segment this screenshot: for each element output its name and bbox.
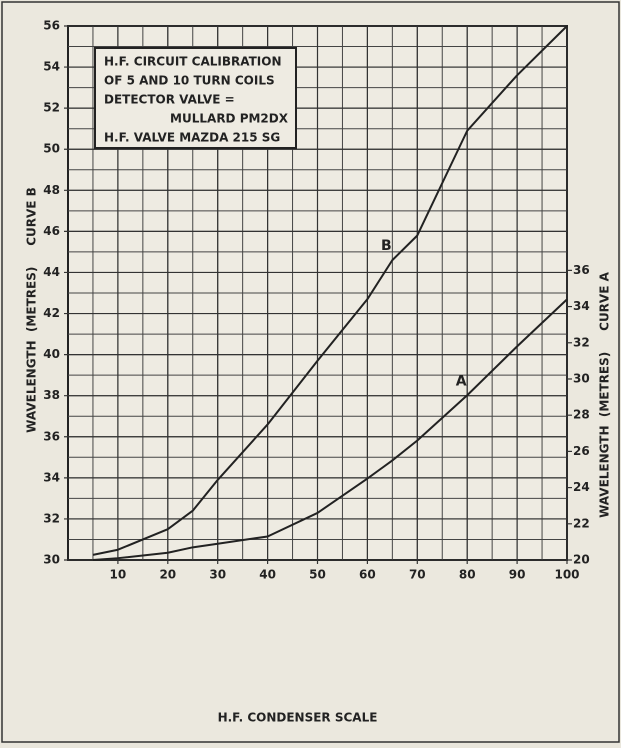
x-tick-label: 100 xyxy=(554,568,579,582)
y2-tick-label: 20 xyxy=(573,553,590,567)
x-tick-label: 10 xyxy=(110,568,127,582)
x-axis-label: H.F. CONDENSER SCALE xyxy=(218,711,378,725)
y-tick-label: 30 xyxy=(43,553,60,567)
annotation-line: OF 5 AND 10 TURN COILS xyxy=(104,74,275,88)
y-tick-label: 36 xyxy=(43,429,60,443)
x-tick-label: 80 xyxy=(459,568,476,582)
x-tick-label: 40 xyxy=(259,568,276,582)
y2-tick-label: 26 xyxy=(573,444,590,458)
y2-tick-label: 24 xyxy=(573,480,590,494)
y-tick-label: 48 xyxy=(43,183,60,197)
x-tick-label: 50 xyxy=(309,568,326,582)
y-tick-label: 34 xyxy=(43,470,60,484)
curve xyxy=(92,25,568,556)
y-tick-label: 56 xyxy=(43,19,60,33)
x-tick-label: 20 xyxy=(159,568,176,582)
annotation-box xyxy=(94,47,297,149)
y-axis-label: WAVELENGTH (METRES) CURVE B xyxy=(25,187,39,433)
y-tick-label: 32 xyxy=(43,511,60,525)
x-tick-label: 30 xyxy=(209,568,226,582)
curve-label: B xyxy=(381,238,392,254)
y-tick-label: 46 xyxy=(43,224,60,238)
y2-tick-label: 32 xyxy=(573,335,590,349)
y2-tick-label: 28 xyxy=(573,408,590,422)
y-tick-label: 42 xyxy=(43,306,60,320)
x-tick-label: 90 xyxy=(509,568,526,582)
annotation-line: MULLARD PM2DX xyxy=(170,112,289,126)
y2-axis-label: WAVELENGTH (METRES) CURVE A xyxy=(598,271,612,517)
y2-tick-label: 34 xyxy=(573,299,590,313)
y-tick-label: 44 xyxy=(43,265,60,279)
annotation-line: DETECTOR VALVE = xyxy=(104,93,235,107)
y-tick-label: 50 xyxy=(43,142,60,156)
curve xyxy=(92,298,568,561)
x-tick-label: 60 xyxy=(359,568,376,582)
y-tick-label: 52 xyxy=(43,101,60,115)
annotation-line: H.F. CIRCUIT CALIBRATION xyxy=(104,55,282,69)
y-tick-label: 54 xyxy=(43,60,60,74)
annotation-line: H.F. VALVE MAZDA 215 SG xyxy=(104,131,280,145)
curve-label: A xyxy=(456,373,467,389)
y2-tick-label: 36 xyxy=(573,263,590,277)
y-tick-label: 40 xyxy=(43,347,60,361)
y-tick-label: 38 xyxy=(43,388,60,402)
y2-tick-label: 30 xyxy=(573,371,590,385)
x-tick-label: 70 xyxy=(409,568,426,582)
y2-tick-label: 22 xyxy=(573,516,590,530)
